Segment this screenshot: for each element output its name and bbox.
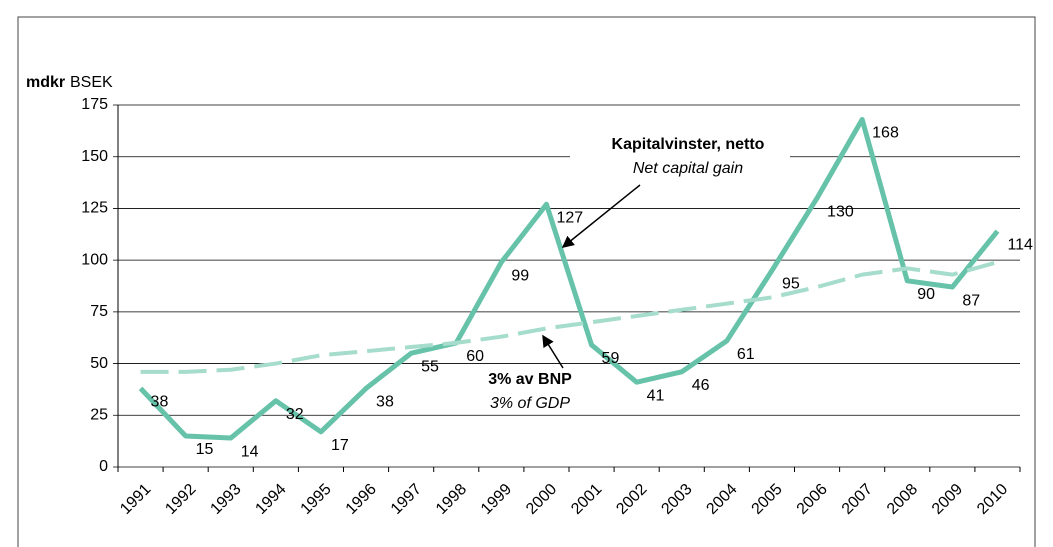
data-label: 60 bbox=[466, 348, 484, 365]
data-label: 14 bbox=[241, 443, 259, 460]
x-tick-label: 1993 bbox=[207, 481, 244, 518]
y-tick-label: 50 bbox=[90, 355, 108, 372]
data-label: 55 bbox=[421, 358, 439, 375]
data-label: 59 bbox=[602, 350, 620, 367]
y-tick-label: 150 bbox=[81, 148, 108, 165]
annotation-subtitle: Net capital gain bbox=[633, 160, 743, 177]
x-tick-label: 1997 bbox=[388, 481, 425, 518]
x-tick-label: 1995 bbox=[298, 481, 335, 518]
y-unit-label-en: BSEK bbox=[70, 74, 113, 91]
x-tick-label: 1999 bbox=[478, 481, 515, 518]
y-unit-label: mdkr bbox=[26, 74, 65, 91]
y-tick-label: 125 bbox=[81, 200, 108, 217]
y-tick-label: 100 bbox=[81, 251, 108, 268]
data-label: 87 bbox=[962, 292, 980, 309]
annotation-title: 3% av BNP bbox=[488, 371, 572, 388]
data-label: 38 bbox=[151, 394, 169, 411]
x-tick-label: 1992 bbox=[162, 481, 199, 518]
x-tick-label: 2005 bbox=[749, 481, 786, 518]
data-label: 99 bbox=[511, 267, 529, 284]
x-tick-label: 2001 bbox=[568, 481, 605, 518]
data-label: 41 bbox=[647, 387, 665, 404]
x-tick-label: 2006 bbox=[794, 481, 831, 518]
y-tick-label: 175 bbox=[81, 96, 108, 113]
x-tick-label: 1996 bbox=[343, 481, 380, 518]
data-label: 168 bbox=[872, 125, 899, 142]
y-tick-label: 0 bbox=[99, 458, 108, 475]
x-tick-label: 2008 bbox=[884, 481, 921, 518]
annotation-bg bbox=[570, 130, 790, 182]
x-tick-label: 2000 bbox=[523, 481, 560, 518]
data-label: 130 bbox=[827, 203, 854, 220]
data-label: 46 bbox=[692, 377, 710, 394]
x-tick-label: 2007 bbox=[839, 481, 876, 518]
data-label: 32 bbox=[286, 406, 304, 423]
series-line bbox=[140, 260, 998, 374]
annotation-title: Kapitalvinster, netto bbox=[612, 136, 765, 153]
data-label: 90 bbox=[917, 286, 935, 303]
y-tick-label: 25 bbox=[90, 407, 108, 424]
x-tick-label: 1991 bbox=[117, 481, 154, 518]
data-label: 61 bbox=[737, 346, 755, 363]
arrow bbox=[542, 334, 564, 369]
data-label: 17 bbox=[331, 437, 349, 454]
data-label: 114 bbox=[1007, 236, 1033, 253]
x-tick-label: 2004 bbox=[703, 481, 740, 518]
series-line bbox=[138, 116, 1000, 441]
x-tick-label: 1994 bbox=[252, 481, 289, 518]
data-label: 127 bbox=[556, 210, 583, 227]
x-tick-label: 2009 bbox=[929, 481, 966, 518]
x-tick-label: 2003 bbox=[658, 481, 695, 518]
annotation-subtitle: 3% of GDP bbox=[490, 395, 570, 412]
y-tick-label: 75 bbox=[90, 303, 108, 320]
arrow bbox=[561, 184, 641, 248]
x-tick-label: 2002 bbox=[613, 481, 650, 518]
data-label: 95 bbox=[782, 276, 800, 293]
data-label: 15 bbox=[196, 441, 214, 458]
x-tick-label: 1998 bbox=[433, 481, 470, 518]
x-tick-label: 2010 bbox=[974, 481, 1011, 518]
data-label: 38 bbox=[376, 394, 394, 411]
frame bbox=[17, 16, 1036, 547]
